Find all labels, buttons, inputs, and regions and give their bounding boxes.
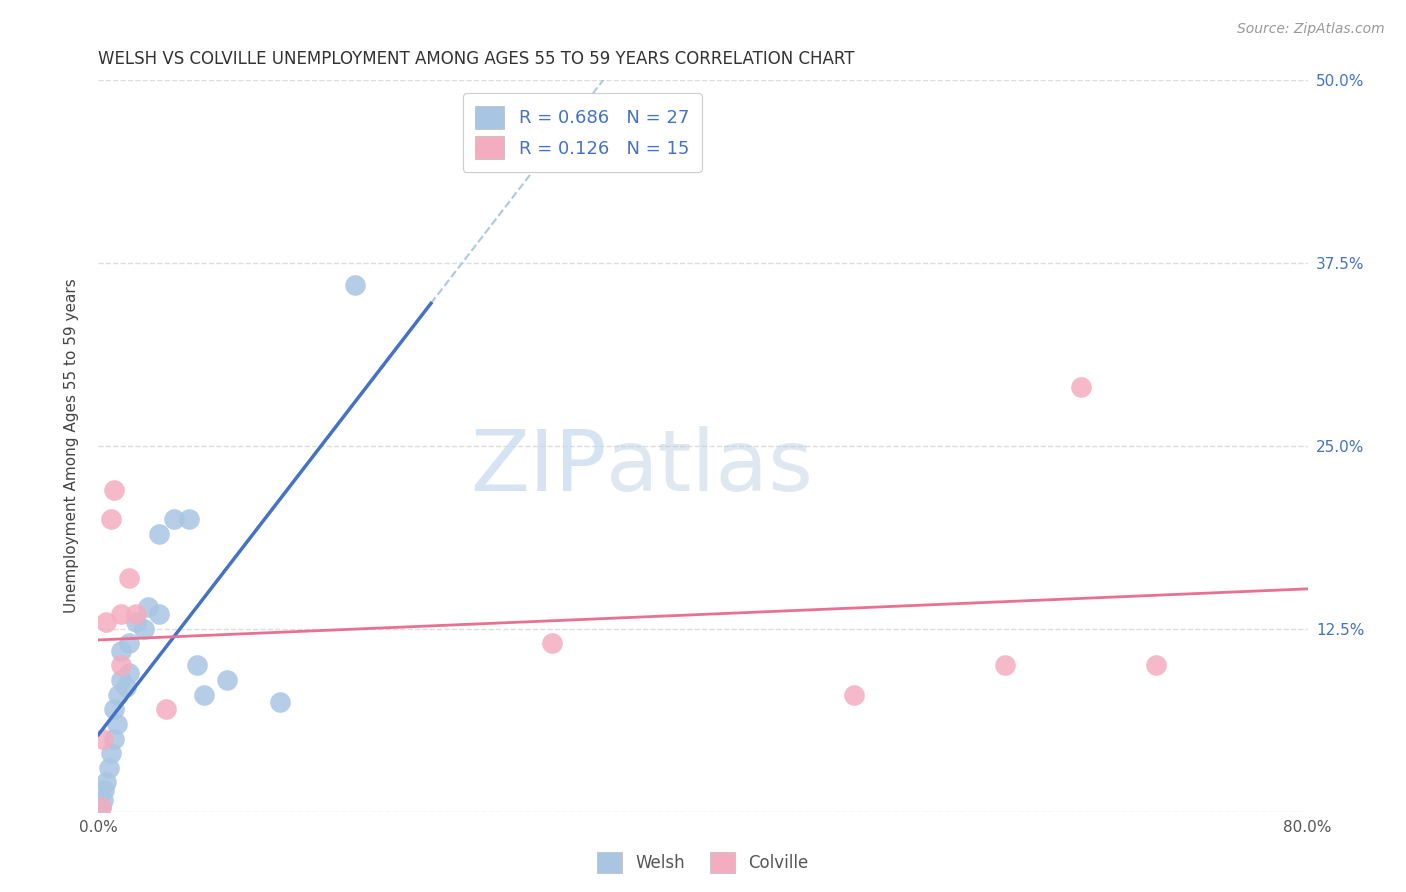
Point bbox=[103, 702, 125, 716]
Point bbox=[125, 615, 148, 629]
Point bbox=[98, 761, 121, 775]
Text: Source: ZipAtlas.com: Source: ZipAtlas.com bbox=[1237, 22, 1385, 37]
Point bbox=[103, 731, 125, 746]
Point bbox=[110, 658, 132, 673]
Point bbox=[93, 782, 115, 797]
Point bbox=[132, 622, 155, 636]
Text: WELSH VS COLVILLE UNEMPLOYMENT AMONG AGES 55 TO 59 YEARS CORRELATION CHART: WELSH VS COLVILLE UNEMPLOYMENT AMONG AGE… bbox=[98, 50, 855, 68]
Point bbox=[90, 800, 112, 814]
Point bbox=[118, 665, 141, 680]
Point bbox=[148, 607, 170, 622]
Legend: R = 0.686   N = 27, R = 0.126   N = 15: R = 0.686 N = 27, R = 0.126 N = 15 bbox=[463, 93, 702, 172]
Point bbox=[110, 673, 132, 687]
Point bbox=[105, 717, 128, 731]
Point bbox=[540, 636, 562, 650]
Text: atlas: atlas bbox=[606, 426, 814, 509]
Point bbox=[103, 483, 125, 497]
Point bbox=[193, 688, 215, 702]
Point bbox=[100, 746, 122, 760]
Point bbox=[118, 636, 141, 650]
Legend: Welsh, Colville: Welsh, Colville bbox=[591, 846, 815, 880]
Point bbox=[118, 571, 141, 585]
Point bbox=[215, 673, 238, 687]
Point bbox=[844, 688, 866, 702]
Point bbox=[1144, 658, 1167, 673]
Point bbox=[994, 658, 1017, 673]
Point bbox=[94, 775, 117, 789]
Point bbox=[269, 695, 291, 709]
Point bbox=[163, 512, 186, 526]
Point bbox=[125, 607, 148, 622]
Point bbox=[107, 688, 129, 702]
Point bbox=[91, 731, 114, 746]
Point bbox=[100, 512, 122, 526]
Point bbox=[344, 278, 367, 293]
Point bbox=[186, 658, 208, 673]
Point bbox=[90, 800, 112, 814]
Point bbox=[148, 526, 170, 541]
Point bbox=[110, 644, 132, 658]
Point bbox=[94, 615, 117, 629]
Point bbox=[136, 599, 159, 614]
Text: ZIP: ZIP bbox=[470, 426, 606, 509]
Point bbox=[91, 793, 114, 807]
Point bbox=[110, 607, 132, 622]
Y-axis label: Unemployment Among Ages 55 to 59 years: Unemployment Among Ages 55 to 59 years bbox=[65, 278, 79, 614]
Point bbox=[179, 512, 201, 526]
Point bbox=[1070, 380, 1092, 394]
Point bbox=[114, 681, 136, 695]
Point bbox=[155, 702, 177, 716]
